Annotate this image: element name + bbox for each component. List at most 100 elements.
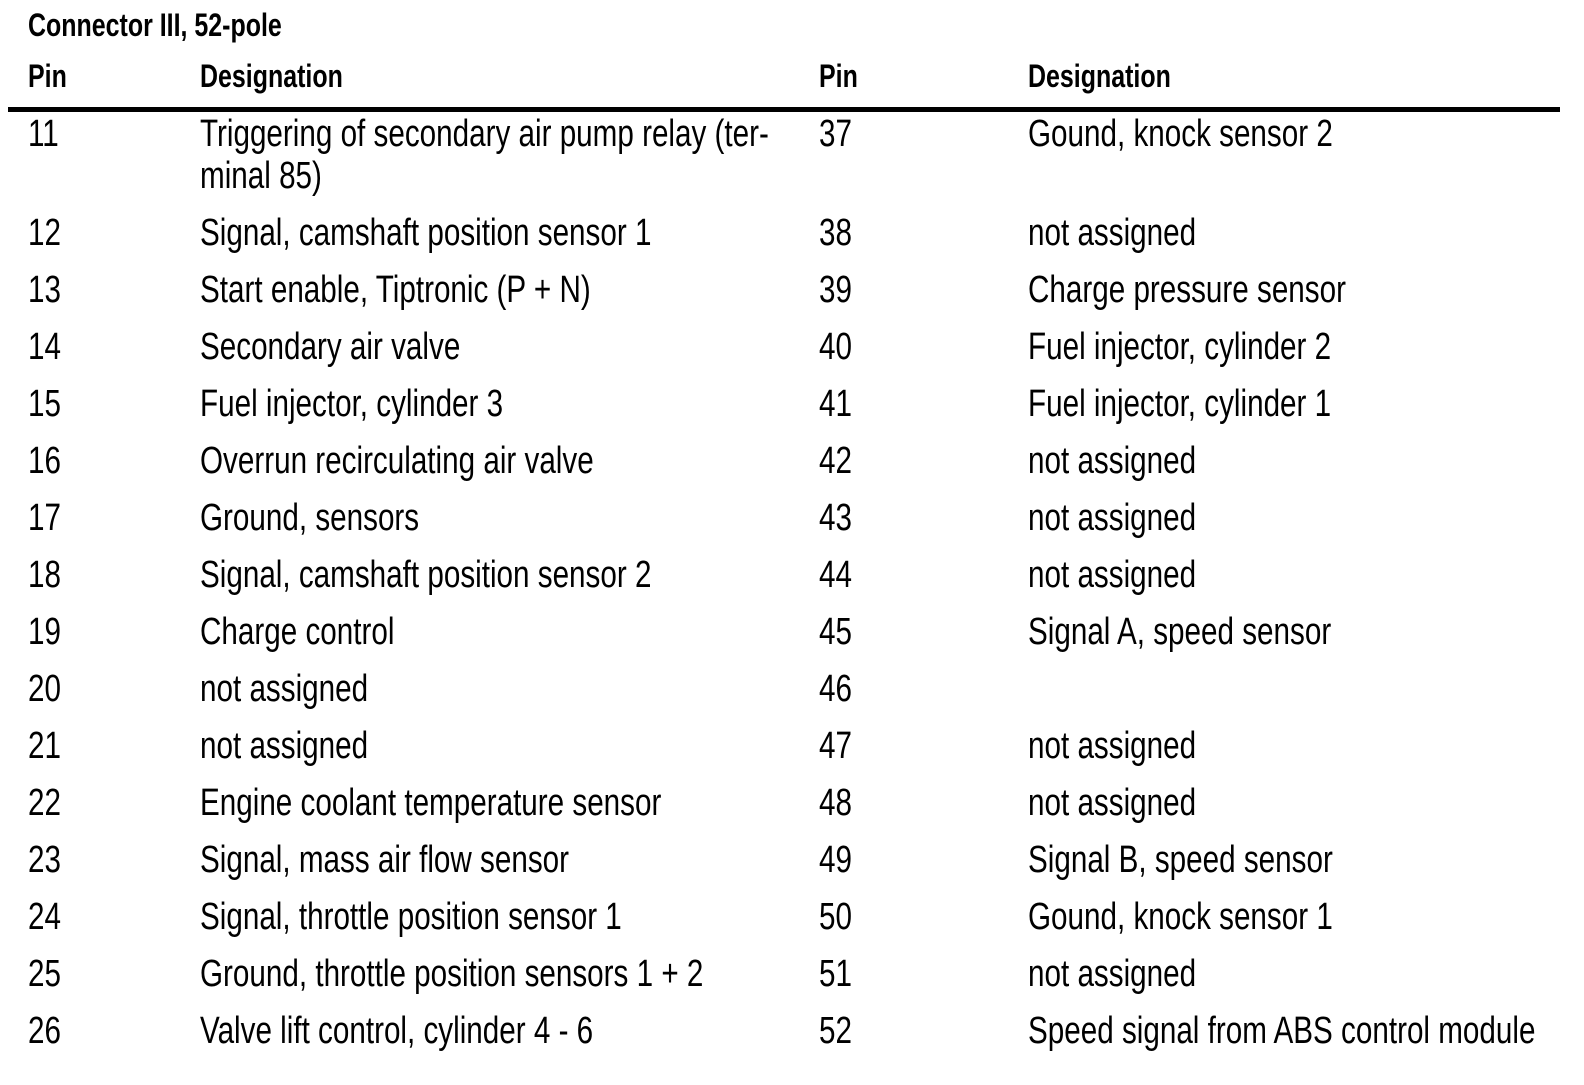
designation-cell-left: not assigned <box>200 724 819 781</box>
pin-cell-left-text: 18 <box>28 554 61 596</box>
pin-cell-right-text: 40 <box>819 326 852 368</box>
table-header: Pin Designation Pin Designation <box>8 45 1560 112</box>
designation-cell-right: Gound, knock sensor 2 <box>1028 110 1560 212</box>
pin-cell-right: 48 <box>819 781 1028 838</box>
designation-cell-left-text: not assigned <box>200 668 369 710</box>
designation-cell-right-text: Charge pressure sensor <box>1028 269 1346 311</box>
pin-cell-left: 16 <box>8 439 200 496</box>
pin-cell-left: 21 <box>8 724 200 781</box>
pin-cell-left: 12 <box>8 211 200 268</box>
header-designation-left-label: Designation <box>200 58 343 94</box>
pin-assignment-table: Pin Designation Pin Designation 11 Trigge… <box>8 45 1560 1066</box>
pin-cell-right-text: 45 <box>819 611 852 653</box>
designation-cell-left-text: Fuel injector, cylinder 3 <box>200 383 504 425</box>
pin-cell-right-text: 50 <box>819 896 852 938</box>
designation-cell-left-text: Signal, camshaft position sensor 1 <box>200 212 652 254</box>
table-row: 18 Signal, camshaft position sensor 2 44 no… <box>8 553 1560 610</box>
header-designation-right: Designation <box>1028 45 1560 112</box>
header-designation-left: Designation <box>200 45 819 112</box>
designation-cell-left: Valve lift control, cylinder 4 - 6 <box>200 1009 819 1066</box>
designation-cell-right-text: not assigned <box>1028 725 1197 767</box>
pin-cell-left-text: 23 <box>28 839 61 881</box>
designation-cell-left: Signal, camshaft position sensor 2 <box>200 553 819 610</box>
pin-cell-left: 18 <box>8 553 200 610</box>
pin-cell-right-text: 44 <box>819 554 852 596</box>
table-row: 14 Secondary air valve 40 Fuel injector, cy… <box>8 325 1560 382</box>
designation-cell-right: not assigned <box>1028 553 1560 610</box>
pin-cell-right: 44 <box>819 553 1028 610</box>
pin-cell-left: 15 <box>8 382 200 439</box>
pin-cell-left-text: 26 <box>28 1010 61 1052</box>
pin-cell-left-text: 17 <box>28 497 61 539</box>
designation-cell-left: Signal, throttle position sensor 1 <box>200 895 819 952</box>
designation-cell-left-text: Secondary air valve <box>200 326 461 368</box>
table-row: 22 Engine coolant temperature sensor 48 not… <box>8 781 1560 838</box>
pin-cell-left-text: 19 <box>28 611 61 653</box>
designation-cell-left: not assigned <box>200 667 819 724</box>
designation-cell-right: Signal A, speed sensor <box>1028 610 1560 667</box>
pin-cell-right: 39 <box>819 268 1028 325</box>
header-designation-right-label: Designation <box>1028 58 1171 94</box>
pin-cell-right-text: 46 <box>819 668 852 710</box>
designation-cell-left: Triggering of secondary air pump relay (… <box>200 110 819 212</box>
pin-cell-left-text: 11 <box>28 113 59 155</box>
designation-cell-left-text: Signal, camshaft position sensor 2 <box>200 554 652 596</box>
designation-cell-left-text: Overrun recirculating air valve <box>200 440 594 482</box>
pin-cell-left: 13 <box>8 268 200 325</box>
designation-cell-left: Overrun recirculating air valve <box>200 439 819 496</box>
designation-cell-right: not assigned <box>1028 724 1560 781</box>
pin-cell-right: 47 <box>819 724 1028 781</box>
designation-cell-left-text: Start enable, Tiptronic (P + N) <box>200 269 591 311</box>
pin-cell-right: 38 <box>819 211 1028 268</box>
designation-cell-right: not assigned <box>1028 781 1560 838</box>
pin-cell-right: 52 <box>819 1009 1028 1066</box>
designation-cell-right-text: not assigned <box>1028 554 1197 596</box>
pin-cell-right-text: 39 <box>819 269 852 311</box>
designation-cell-right-text: not assigned <box>1028 497 1197 539</box>
pin-cell-right-text: 43 <box>819 497 852 539</box>
page-title: Connector III, 52-pole <box>28 5 1584 45</box>
table-row: 20 not assigned 46 <box>8 667 1560 724</box>
designation-cell-left: Signal, camshaft position sensor 1 <box>200 211 819 268</box>
pin-cell-right-text: 48 <box>819 782 852 824</box>
table-row: 21 not assigned 47 not assigned <box>8 724 1560 781</box>
pin-cell-left: 26 <box>8 1009 200 1066</box>
designation-cell-right-text: Speed signal from ABS control module <box>1028 1010 1536 1052</box>
table-row: 15 Fuel injector, cylinder 3 41 Fuel inject… <box>8 382 1560 439</box>
pin-cell-left: 23 <box>8 838 200 895</box>
pin-cell-left-text: 13 <box>28 269 61 311</box>
designation-cell-right <box>1028 667 1560 724</box>
designation-cell-right: Fuel injector, cylinder 2 <box>1028 325 1560 382</box>
designation-cell-left-text: not assigned <box>200 725 369 767</box>
pin-cell-right: 37 <box>819 110 1028 212</box>
pin-cell-left-text: 24 <box>28 896 61 938</box>
table-row: 24 Signal, throttle position sensor 1 50 Go… <box>8 895 1560 952</box>
designation-cell-left: Ground, sensors <box>200 496 819 553</box>
pin-cell-right-text: 51 <box>819 953 852 995</box>
pin-cell-left: 19 <box>8 610 200 667</box>
table-row: 16 Overrun recirculating air valve 42 not a… <box>8 439 1560 496</box>
pin-cell-right: 49 <box>819 838 1028 895</box>
designation-cell-left-text: Ground, sensors <box>200 497 420 539</box>
designation-cell-left-text: Signal, throttle position sensor 1 <box>200 896 622 938</box>
designation-cell-right: not assigned <box>1028 496 1560 553</box>
pin-cell-left-text: 22 <box>28 782 61 824</box>
designation-cell-left-text: Valve lift control, cylinder 4 - 6 <box>200 1010 594 1052</box>
pin-cell-right: 40 <box>819 325 1028 382</box>
designation-cell-right-text: Gound, knock sensor 2 <box>1028 113 1333 155</box>
table-row: 17 Ground, sensors 43 not assigned <box>8 496 1560 553</box>
pin-cell-left: 24 <box>8 895 200 952</box>
table-row: 11 Triggering of secondary air pump relay… <box>8 110 1560 212</box>
pin-cell-right: 43 <box>819 496 1028 553</box>
table-row: 25 Ground, throttle position sensors 1 + … <box>8 952 1560 1009</box>
pin-cell-right-text: 47 <box>819 725 852 767</box>
pin-cell-left-text: 21 <box>28 725 61 767</box>
pin-cell-left-text: 15 <box>28 383 61 425</box>
designation-cell-right-text: Signal B, speed sensor <box>1028 839 1333 881</box>
designation-cell-left-text: Triggering of secondary air pump relay (… <box>200 113 769 197</box>
designation-cell-right-text: Fuel injector, cylinder 1 <box>1028 383 1332 425</box>
pin-cell-right: 45 <box>819 610 1028 667</box>
designation-cell-right-text: Fuel injector, cylinder 2 <box>1028 326 1332 368</box>
pin-cell-right-text: 42 <box>819 440 852 482</box>
designation-cell-right: Signal B, speed sensor <box>1028 838 1560 895</box>
